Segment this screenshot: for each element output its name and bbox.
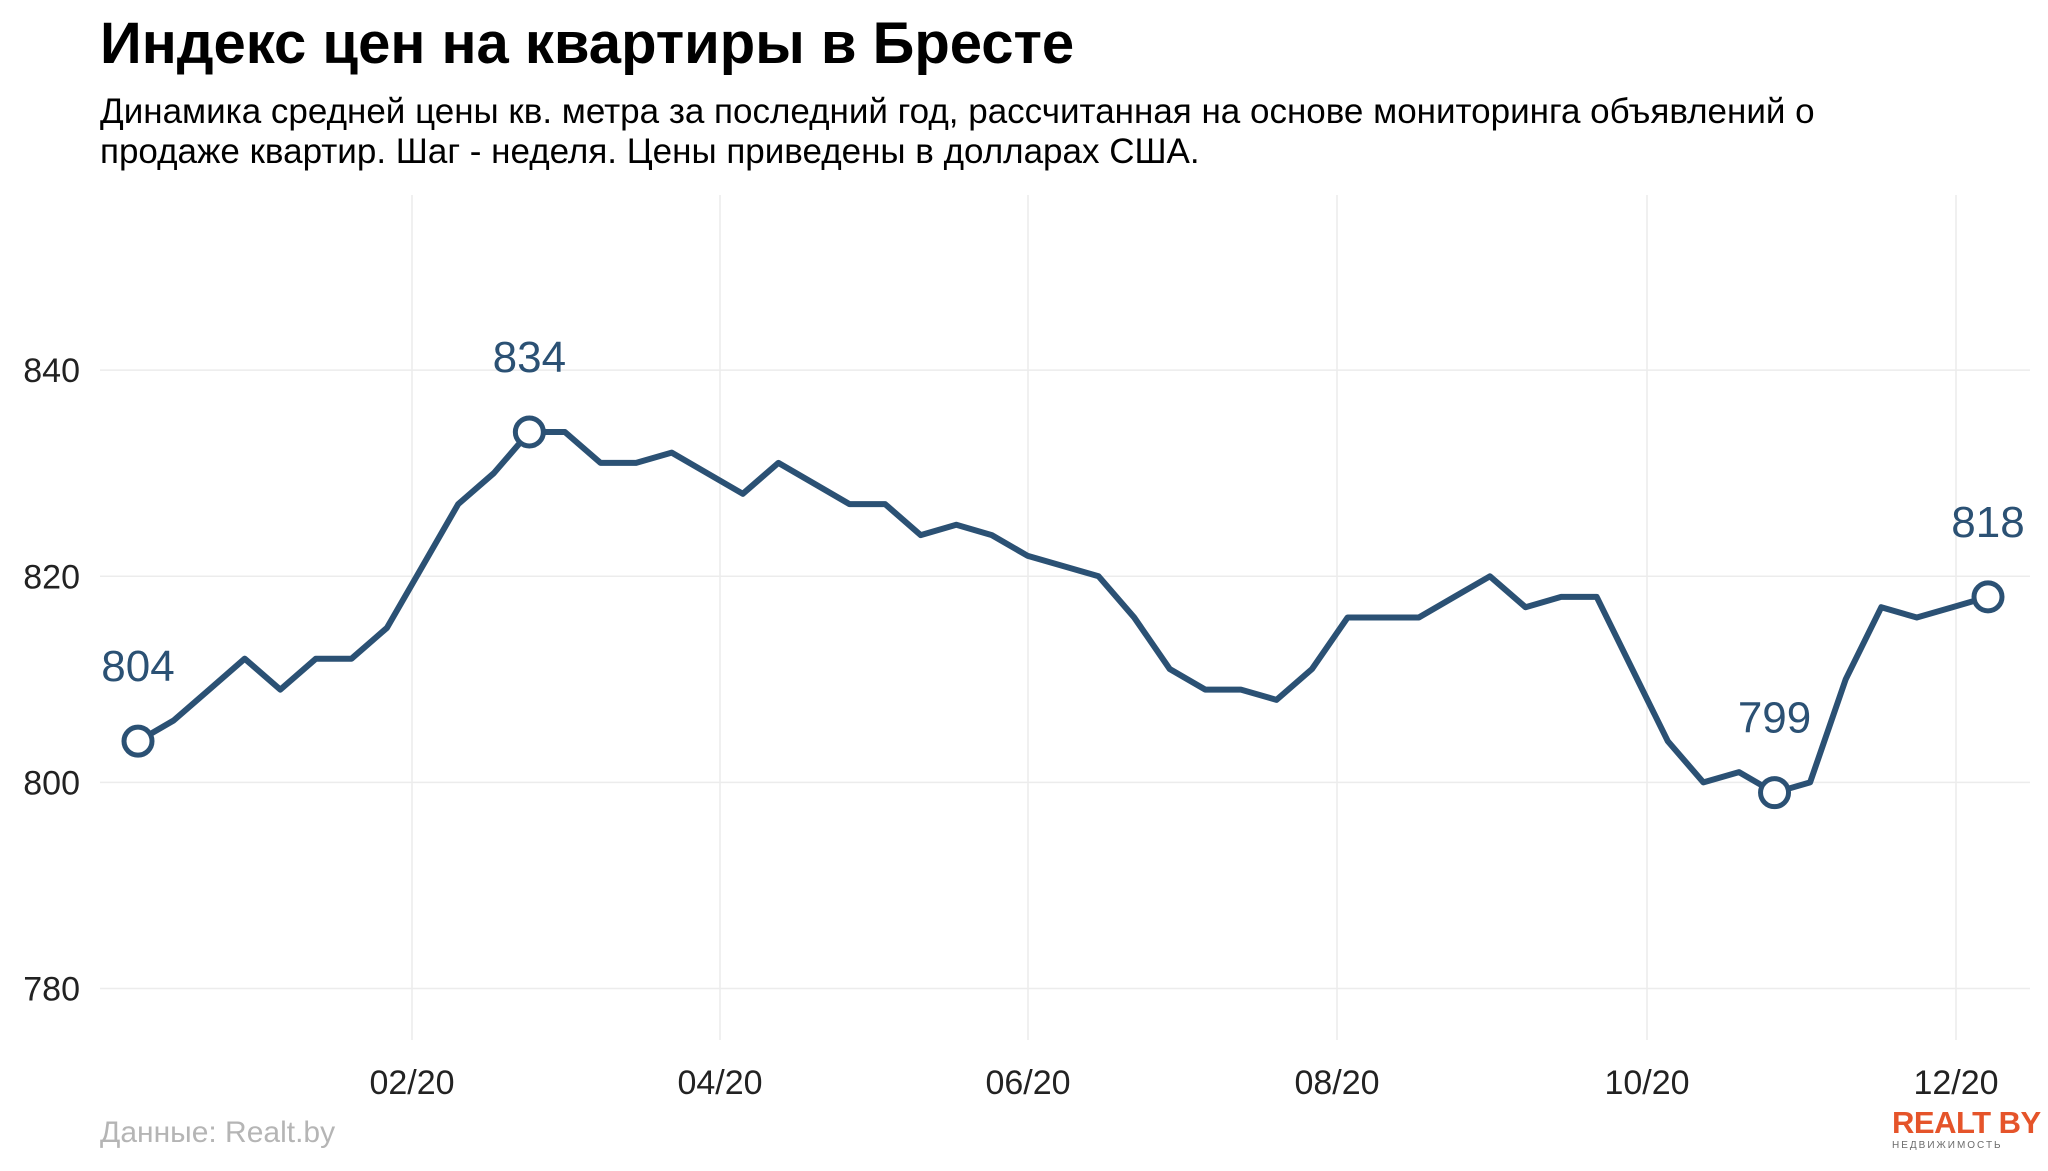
logo-sub-text: НЕДВИЖИМОСТЬ [1892,1140,2003,1151]
data-source: Данные: Realt.by [100,1116,336,1149]
y-tick-label: 800 [23,764,80,802]
annotation-label: 834 [493,333,566,382]
annotation-label: 804 [101,642,174,691]
line-chart: 780 800 820 840 02/20 04/20 06/20 08/20 10/20 12/… [23,195,2030,1100]
chart-subtitle: Динамика средней цены кв. метра за после… [100,92,1815,171]
axis-labels: 780 800 820 840 02/20 04/20 06/20 08/20 10/20 12/… [23,352,1998,1100]
x-tick-label: 10/20 [1604,1064,1689,1100]
annotation-marker [121,724,155,758]
y-tick-label: 840 [23,352,80,390]
x-tick-label: 12/20 [1913,1064,1998,1100]
annotation-marker [1971,580,2005,614]
y-tick-label: 780 [23,970,80,1008]
x-tick-label: 08/20 [1294,1064,1379,1100]
annotations: 804 834 799 818 [101,333,2025,810]
x-tick-label: 02/20 [369,1064,454,1100]
price-line [135,429,1991,796]
x-tick-label: 06/20 [985,1064,1070,1100]
annotation-marker [512,415,546,449]
x-tick-label: 04/20 [677,1064,762,1100]
gridlines [100,195,2030,1040]
annotation-label: 818 [1951,498,2024,547]
annotation-label: 799 [1738,694,1811,743]
annotation-marker [1758,776,1792,810]
logo-main-text: REALT BY [1892,1105,2041,1140]
series-line [135,429,1991,796]
y-tick-label: 820 [23,558,80,596]
realt-logo: REALT BY НЕДВИЖИМОСТЬ [1892,1105,2041,1158]
chart-title: Индекс цен на квартиры в Бресте [100,11,1075,76]
